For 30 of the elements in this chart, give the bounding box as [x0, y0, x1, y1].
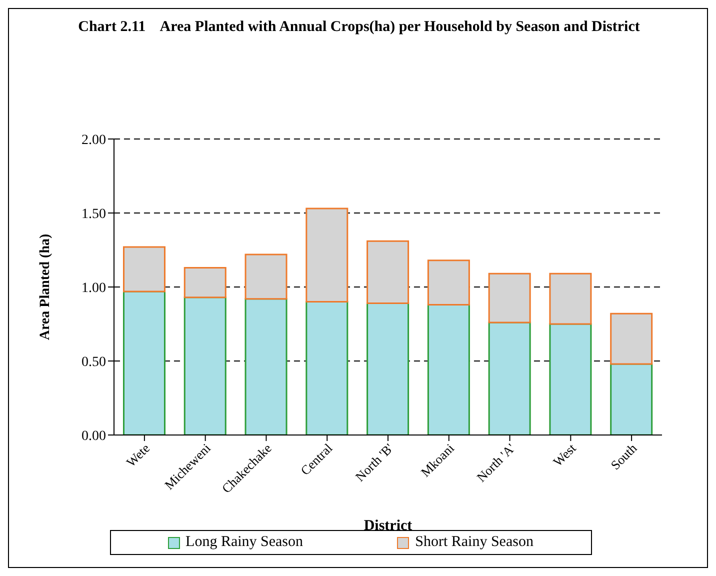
legend-label: Short Rainy Season — [414, 534, 534, 551]
bar — [427, 260, 470, 306]
bar — [610, 312, 653, 365]
bar — [244, 298, 288, 435]
y-axis-title: Area Planted (ha) — [38, 234, 53, 340]
y-tick-label: 1.00 — [82, 280, 106, 296]
bar — [366, 302, 410, 435]
bar — [244, 254, 288, 300]
bar — [488, 322, 531, 435]
bar — [184, 296, 226, 435]
bar — [306, 301, 348, 435]
bar — [549, 272, 592, 325]
x-tick-label: Wete — [123, 440, 153, 470]
y-tick-label: 1.50 — [82, 206, 106, 222]
legend-label: Long Rainy Season — [184, 534, 304, 551]
y-tick-label: 2.00 — [82, 132, 106, 148]
bar — [184, 267, 226, 298]
y-tick-label: 0.00 — [82, 428, 106, 444]
bar — [306, 208, 348, 303]
x-tick-label: West — [550, 440, 580, 470]
bar — [610, 363, 653, 435]
chart-title: Chart 2.11 Area Planted with Annual Crops(ha) per Household by Season and District — [77, 19, 641, 36]
y-tick-label: 0.50 — [82, 354, 106, 370]
bar — [122, 246, 166, 292]
x-axis-title: District — [364, 518, 412, 534]
bar — [549, 323, 592, 435]
bar — [488, 272, 531, 324]
bar — [366, 240, 410, 304]
bar — [427, 304, 470, 435]
bar — [122, 290, 166, 435]
